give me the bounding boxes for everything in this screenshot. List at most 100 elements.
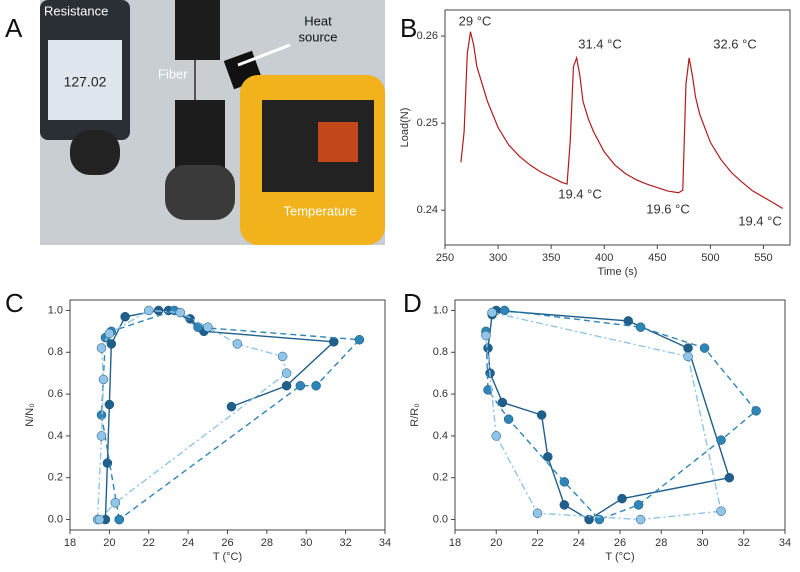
x-tick-label: 34 — [779, 537, 791, 549]
x-axis-label: Time (s) — [598, 266, 638, 278]
panel-label: B — [400, 13, 417, 43]
panel-label: D — [403, 288, 422, 318]
series-line — [485, 311, 722, 521]
point — [683, 343, 693, 353]
panel-label: C — [5, 288, 24, 318]
thermal-spot — [318, 122, 358, 162]
clamp — [70, 130, 120, 175]
x-tick-label: 18 — [449, 537, 461, 549]
y-tick-label: 0.4 — [433, 430, 448, 442]
point — [277, 351, 288, 362]
series-line — [96, 309, 288, 521]
y-tick-label: 1.0 — [48, 304, 63, 316]
x-tick-label: 24 — [573, 537, 585, 549]
x-tick-label: 18 — [64, 537, 76, 549]
point — [497, 397, 508, 408]
x-tick-label: 20 — [103, 537, 115, 549]
series-line — [485, 309, 758, 521]
series-line — [460, 31, 783, 209]
x-tick-label: 22 — [531, 537, 543, 549]
photo-label: Fiber — [158, 66, 188, 81]
point — [536, 410, 547, 420]
x-tick-label: 550 — [754, 252, 772, 264]
x-tick-label: 20 — [490, 537, 502, 549]
y-tick-label: 0.2 — [433, 472, 448, 484]
y-tick-label: 0.4 — [48, 430, 63, 442]
point — [543, 452, 553, 462]
y-tick-label: 0.24 — [417, 204, 438, 216]
point — [104, 328, 115, 339]
point — [487, 307, 497, 318]
y-tick-label: 0.25 — [417, 117, 438, 129]
point — [104, 399, 115, 410]
panel-label: A — [5, 13, 23, 43]
x-axis-label: T (°C) — [213, 551, 242, 563]
point — [120, 311, 130, 322]
point — [114, 514, 124, 525]
point — [699, 343, 710, 353]
x-tick-label: 32 — [738, 537, 750, 549]
point — [559, 500, 570, 510]
x-tick-label: 26 — [614, 537, 626, 549]
point — [481, 330, 491, 341]
annotation: 31.4 °C — [578, 36, 622, 51]
y-tick-label: 0.8 — [48, 346, 63, 358]
photo-label: 127.02 — [64, 74, 107, 90]
point — [584, 514, 594, 525]
x-tick-label: 26 — [221, 537, 233, 549]
point — [716, 435, 726, 445]
x-tick-label: 400 — [595, 252, 613, 264]
point — [683, 351, 693, 362]
point — [295, 380, 306, 391]
photo: Resistance 127.02 Fiber Heat source Temp… — [40, 0, 385, 245]
arrow — [237, 43, 291, 67]
x-tick-label: 300 — [489, 252, 507, 264]
point — [232, 339, 243, 349]
x-tick-label: 350 — [542, 252, 560, 264]
y-tick-label: 0.6 — [433, 388, 448, 400]
point — [226, 401, 237, 412]
x-tick-label: 24 — [182, 537, 194, 549]
plot-frame — [444, 9, 791, 246]
point — [203, 322, 213, 332]
point — [144, 305, 154, 316]
point — [633, 500, 644, 510]
photo-label: Resistance — [44, 3, 108, 18]
x-tick-label: 34 — [379, 537, 391, 549]
y-axis-label: N/N₀ — [24, 403, 36, 427]
point — [623, 316, 633, 326]
point — [110, 498, 121, 508]
series-line — [100, 309, 361, 521]
y-axis-label: R/R₀ — [409, 403, 421, 427]
y-tick-label: 0.8 — [433, 346, 448, 358]
x-tick-label: 30 — [300, 537, 312, 549]
point — [617, 493, 627, 504]
y-tick-label: 0.2 — [48, 472, 63, 484]
point — [106, 339, 117, 349]
photo-label: Heat — [304, 13, 332, 28]
x-axis-label: T (°C) — [605, 551, 634, 563]
grip-top — [175, 0, 220, 60]
point — [96, 343, 107, 353]
point — [503, 414, 514, 424]
phone-screen — [48, 40, 122, 120]
x-tick-label: 22 — [143, 537, 155, 549]
x-tick-label: 32 — [340, 537, 352, 549]
annotation: 32.6 °C — [713, 36, 757, 51]
annotation: 19.4 °C — [558, 186, 602, 201]
point — [559, 477, 570, 487]
point — [175, 307, 185, 318]
plot-frame — [69, 299, 386, 531]
point — [98, 374, 109, 385]
y-tick-label: 0.6 — [48, 388, 63, 400]
point — [94, 514, 105, 525]
x-tick-label: 30 — [696, 537, 708, 549]
photo-label: source — [298, 29, 337, 44]
x-tick-label: 28 — [261, 537, 273, 549]
y-tick-label: 0.0 — [433, 513, 448, 525]
annotation: 19.6 °C — [646, 201, 690, 216]
annotation: 29 °C — [459, 13, 492, 28]
x-tick-label: 500 — [701, 252, 719, 264]
point — [329, 337, 339, 347]
